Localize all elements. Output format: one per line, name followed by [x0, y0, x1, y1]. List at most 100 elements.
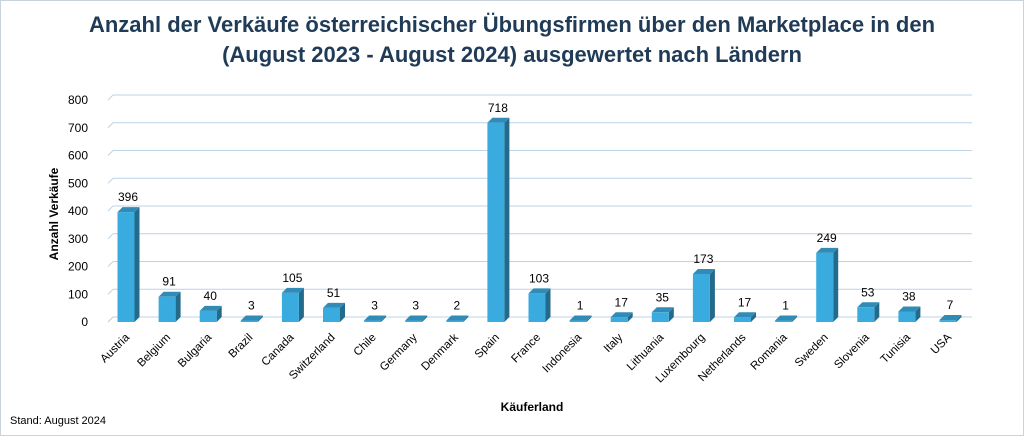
- bar-germany: [405, 315, 428, 322]
- y-axis-title: Anzahl Verkäufe: [47, 167, 61, 260]
- value-label: 105: [282, 271, 302, 285]
- bar-side: [792, 315, 798, 322]
- bar-slovenia: [857, 302, 880, 322]
- category-label: Sweden: [793, 332, 831, 370]
- x-axis-title: Käuferland: [501, 400, 564, 414]
- bar-side: [257, 315, 263, 322]
- gridline-depth: [107, 94, 114, 101]
- bar-top: [939, 315, 962, 321]
- category-label: Slovenia: [832, 331, 872, 371]
- bar-side: [134, 207, 140, 322]
- chart-title: Anzahl der Verkäufe österreichischer Übu…: [0, 10, 1024, 70]
- y-tick-label: 800: [68, 93, 88, 107]
- value-label: 718: [488, 101, 508, 115]
- chart-title-line-2: (August 2023 - August 2024) ausgewertet …: [222, 42, 802, 67]
- bar-front: [939, 320, 957, 322]
- y-tick-label: 200: [68, 260, 88, 274]
- bar-front: [775, 320, 793, 322]
- gridline-depth: [107, 288, 114, 295]
- gridlines: [107, 94, 972, 323]
- y-tick-label: 300: [68, 232, 88, 246]
- bar-side: [833, 247, 839, 322]
- bar-top: [569, 315, 592, 321]
- bar-side: [463, 315, 469, 322]
- bar-tunisia: [898, 306, 921, 322]
- bar-front: [364, 320, 382, 322]
- bar-front: [487, 122, 505, 322]
- bar-front: [651, 312, 669, 322]
- category-label: Denmark: [419, 331, 461, 373]
- y-tick-label: 500: [68, 176, 88, 190]
- bar-front: [446, 320, 464, 322]
- bar-austria: [117, 207, 140, 322]
- bar-canada: [281, 287, 304, 322]
- bar-front: [323, 307, 340, 322]
- bar-front: [857, 307, 875, 322]
- bar-top: [199, 305, 222, 311]
- bar-side: [422, 315, 428, 322]
- gridline-depth: [107, 177, 114, 184]
- bar-front: [405, 320, 423, 322]
- value-label: 2: [453, 299, 460, 313]
- bar-front: [240, 320, 258, 322]
- y-tick-label: 600: [68, 149, 88, 163]
- category-label: Belgium: [135, 332, 173, 370]
- value-label: 38: [902, 289, 916, 303]
- value-label: 35: [656, 290, 670, 304]
- bar-top: [610, 312, 633, 318]
- bar-usa: [939, 315, 962, 322]
- y-tick-label: 0: [81, 315, 88, 329]
- value-label: 53: [861, 285, 875, 299]
- bar-side: [874, 302, 880, 322]
- y-tick-label: 400: [68, 204, 88, 218]
- category-label: Chile: [352, 332, 379, 359]
- bar-front: [816, 252, 834, 322]
- bar-front: [734, 317, 751, 322]
- value-label: 3: [248, 299, 255, 313]
- value-label: 17: [615, 295, 629, 309]
- bar-top: [816, 247, 839, 253]
- gridline-depth: [107, 205, 114, 212]
- category-label: Canada: [260, 331, 297, 368]
- bar-top: [487, 117, 510, 123]
- bar-top: [446, 315, 469, 321]
- bar-front: [281, 292, 299, 322]
- footer-note: Stand: August 2024: [10, 415, 107, 427]
- category-label: Brazil: [227, 332, 256, 361]
- bar-front: [898, 311, 916, 322]
- bar-spain: [487, 117, 510, 322]
- bar-side: [298, 287, 304, 322]
- bar-front: [199, 310, 217, 322]
- value-label: 7: [947, 298, 954, 312]
- value-label: 1: [577, 299, 584, 313]
- value-label: 1: [782, 299, 789, 313]
- bar-side: [956, 315, 962, 322]
- bar-side: [504, 117, 510, 322]
- bar-denmark: [446, 315, 469, 322]
- value-label: 40: [204, 289, 218, 303]
- bar-italy: [610, 312, 633, 322]
- bar-top: [651, 307, 674, 313]
- bar-front: [610, 317, 628, 322]
- value-labels: 396 91 40 3 105 51 3 3 2 718 103 1 17 35 173 17 1 249 53 38…: [118, 101, 954, 313]
- bar-front: [158, 296, 176, 322]
- bar-top: [734, 312, 756, 318]
- category-label: Germany: [378, 331, 420, 373]
- bar-front: [117, 212, 135, 322]
- value-label: 51: [327, 286, 341, 300]
- value-label: 17: [738, 295, 752, 309]
- category-labels: Austria Belgium Bulgaria Brazil CanadaSwitze…: [98, 331, 954, 385]
- category-label: Romania: [749, 331, 790, 372]
- bar-top: [692, 268, 715, 274]
- bar-lithuania: [651, 307, 674, 322]
- bar-top: [364, 315, 387, 321]
- bar-top: [281, 287, 304, 293]
- bar-top: [857, 302, 880, 308]
- bar-top: [323, 302, 345, 308]
- bar-side: [709, 268, 715, 322]
- category-label: Spain: [473, 332, 502, 361]
- bar-netherlands: [734, 312, 756, 322]
- bars: [117, 117, 962, 322]
